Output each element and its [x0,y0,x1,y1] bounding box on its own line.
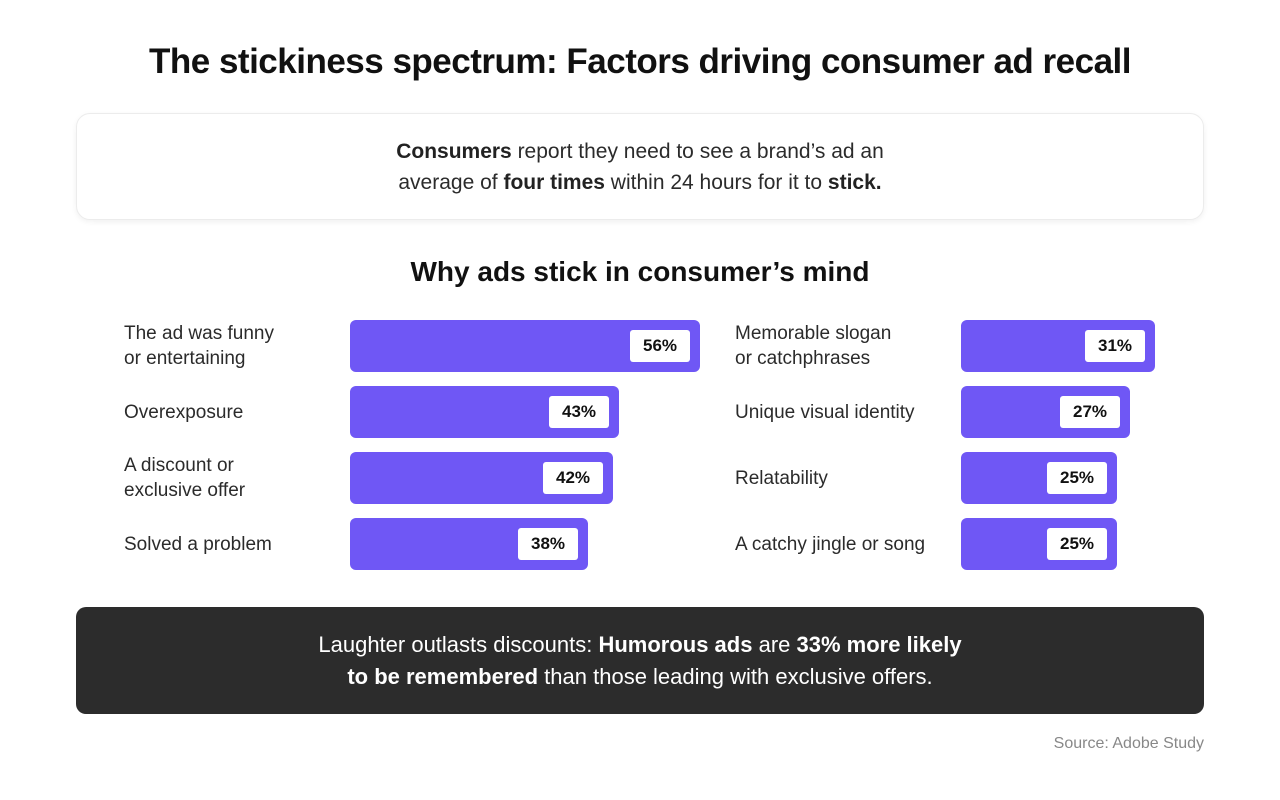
category-label: Overexposure [124,400,243,425]
banner-text-part: are [752,631,797,657]
category-label-line: Overexposure [124,401,244,423]
bar: 56% [350,320,700,372]
category-label-line: exclusive offer [124,480,246,501]
category-label-line: Relatability [735,467,828,489]
callout-text-part: average of [398,170,504,194]
bar: 25% [961,518,1117,570]
banner-bold-humorous-ads: Humorous ads [598,631,753,657]
banner-bold-remembered: to be remembered [347,663,539,689]
insight-banner: Laughter outlasts discounts: Humorous ad… [76,607,1204,714]
banner-text-part: than those leading with exclusive offers… [538,663,933,689]
banner-text: Laughter outlasts discounts: Humorous ad… [300,629,980,693]
category-label-line: or catchphrases [735,348,871,369]
bar: 42% [350,452,613,504]
category-label: Unique visual identity [735,400,915,425]
category-label-line: Solved a problem [124,533,272,555]
category-label: Relatability [735,466,828,491]
banner-text-part: Laughter outlasts discounts: [318,631,599,657]
data-label: 25% [1047,462,1107,494]
data-label: 38% [518,528,578,560]
data-label: 31% [1085,330,1145,362]
data-label: 56% [630,330,690,362]
banner-bold-more-likely: 33% more likely [796,631,962,657]
category-label: Solved a problem [124,532,272,557]
callout-bold-consumers: Consumers [396,139,512,163]
callout-text: Consumers report they need to see a bran… [360,136,920,198]
category-label-line: A discount or [124,455,234,476]
data-label: 42% [543,462,603,494]
bar: 31% [961,320,1155,372]
data-label: 25% [1047,528,1107,560]
category-label-line: A catchy jingle or song [735,533,926,555]
stat-callout: Consumers report they need to see a bran… [76,113,1204,220]
category-label-line: Unique visual identity [735,401,915,423]
category-label: The ad was funny or entertaining [124,321,274,371]
category-label: Memorable slogan or catchphrases [735,321,891,371]
source-note: Source: Adobe Study [1053,735,1204,752]
callout-bold-stick: stick. [827,170,882,194]
chart-title: Why ads stick in consumer’s mind [410,256,870,287]
data-label: 27% [1060,396,1120,428]
bar: 25% [961,452,1117,504]
category-label: A catchy jingle or song [735,532,925,557]
callout-text-part: within 24 hours for it to [604,170,828,194]
data-label: 43% [549,396,609,428]
category-label: A discount or exclusive offer [124,453,245,503]
bar: 38% [350,518,588,570]
category-label-line: Memorable slogan [735,323,892,344]
category-label-line: The ad was funny [124,323,274,344]
page-title: The stickiness spectrum: Factors driving… [149,42,1131,81]
callout-text-part: report they need to see a brand’s ad an [511,139,884,163]
bar: 43% [350,386,619,438]
callout-bold-four-times: four times [503,170,605,194]
category-label-line: or entertaining [124,348,246,369]
bar: 27% [961,386,1130,438]
